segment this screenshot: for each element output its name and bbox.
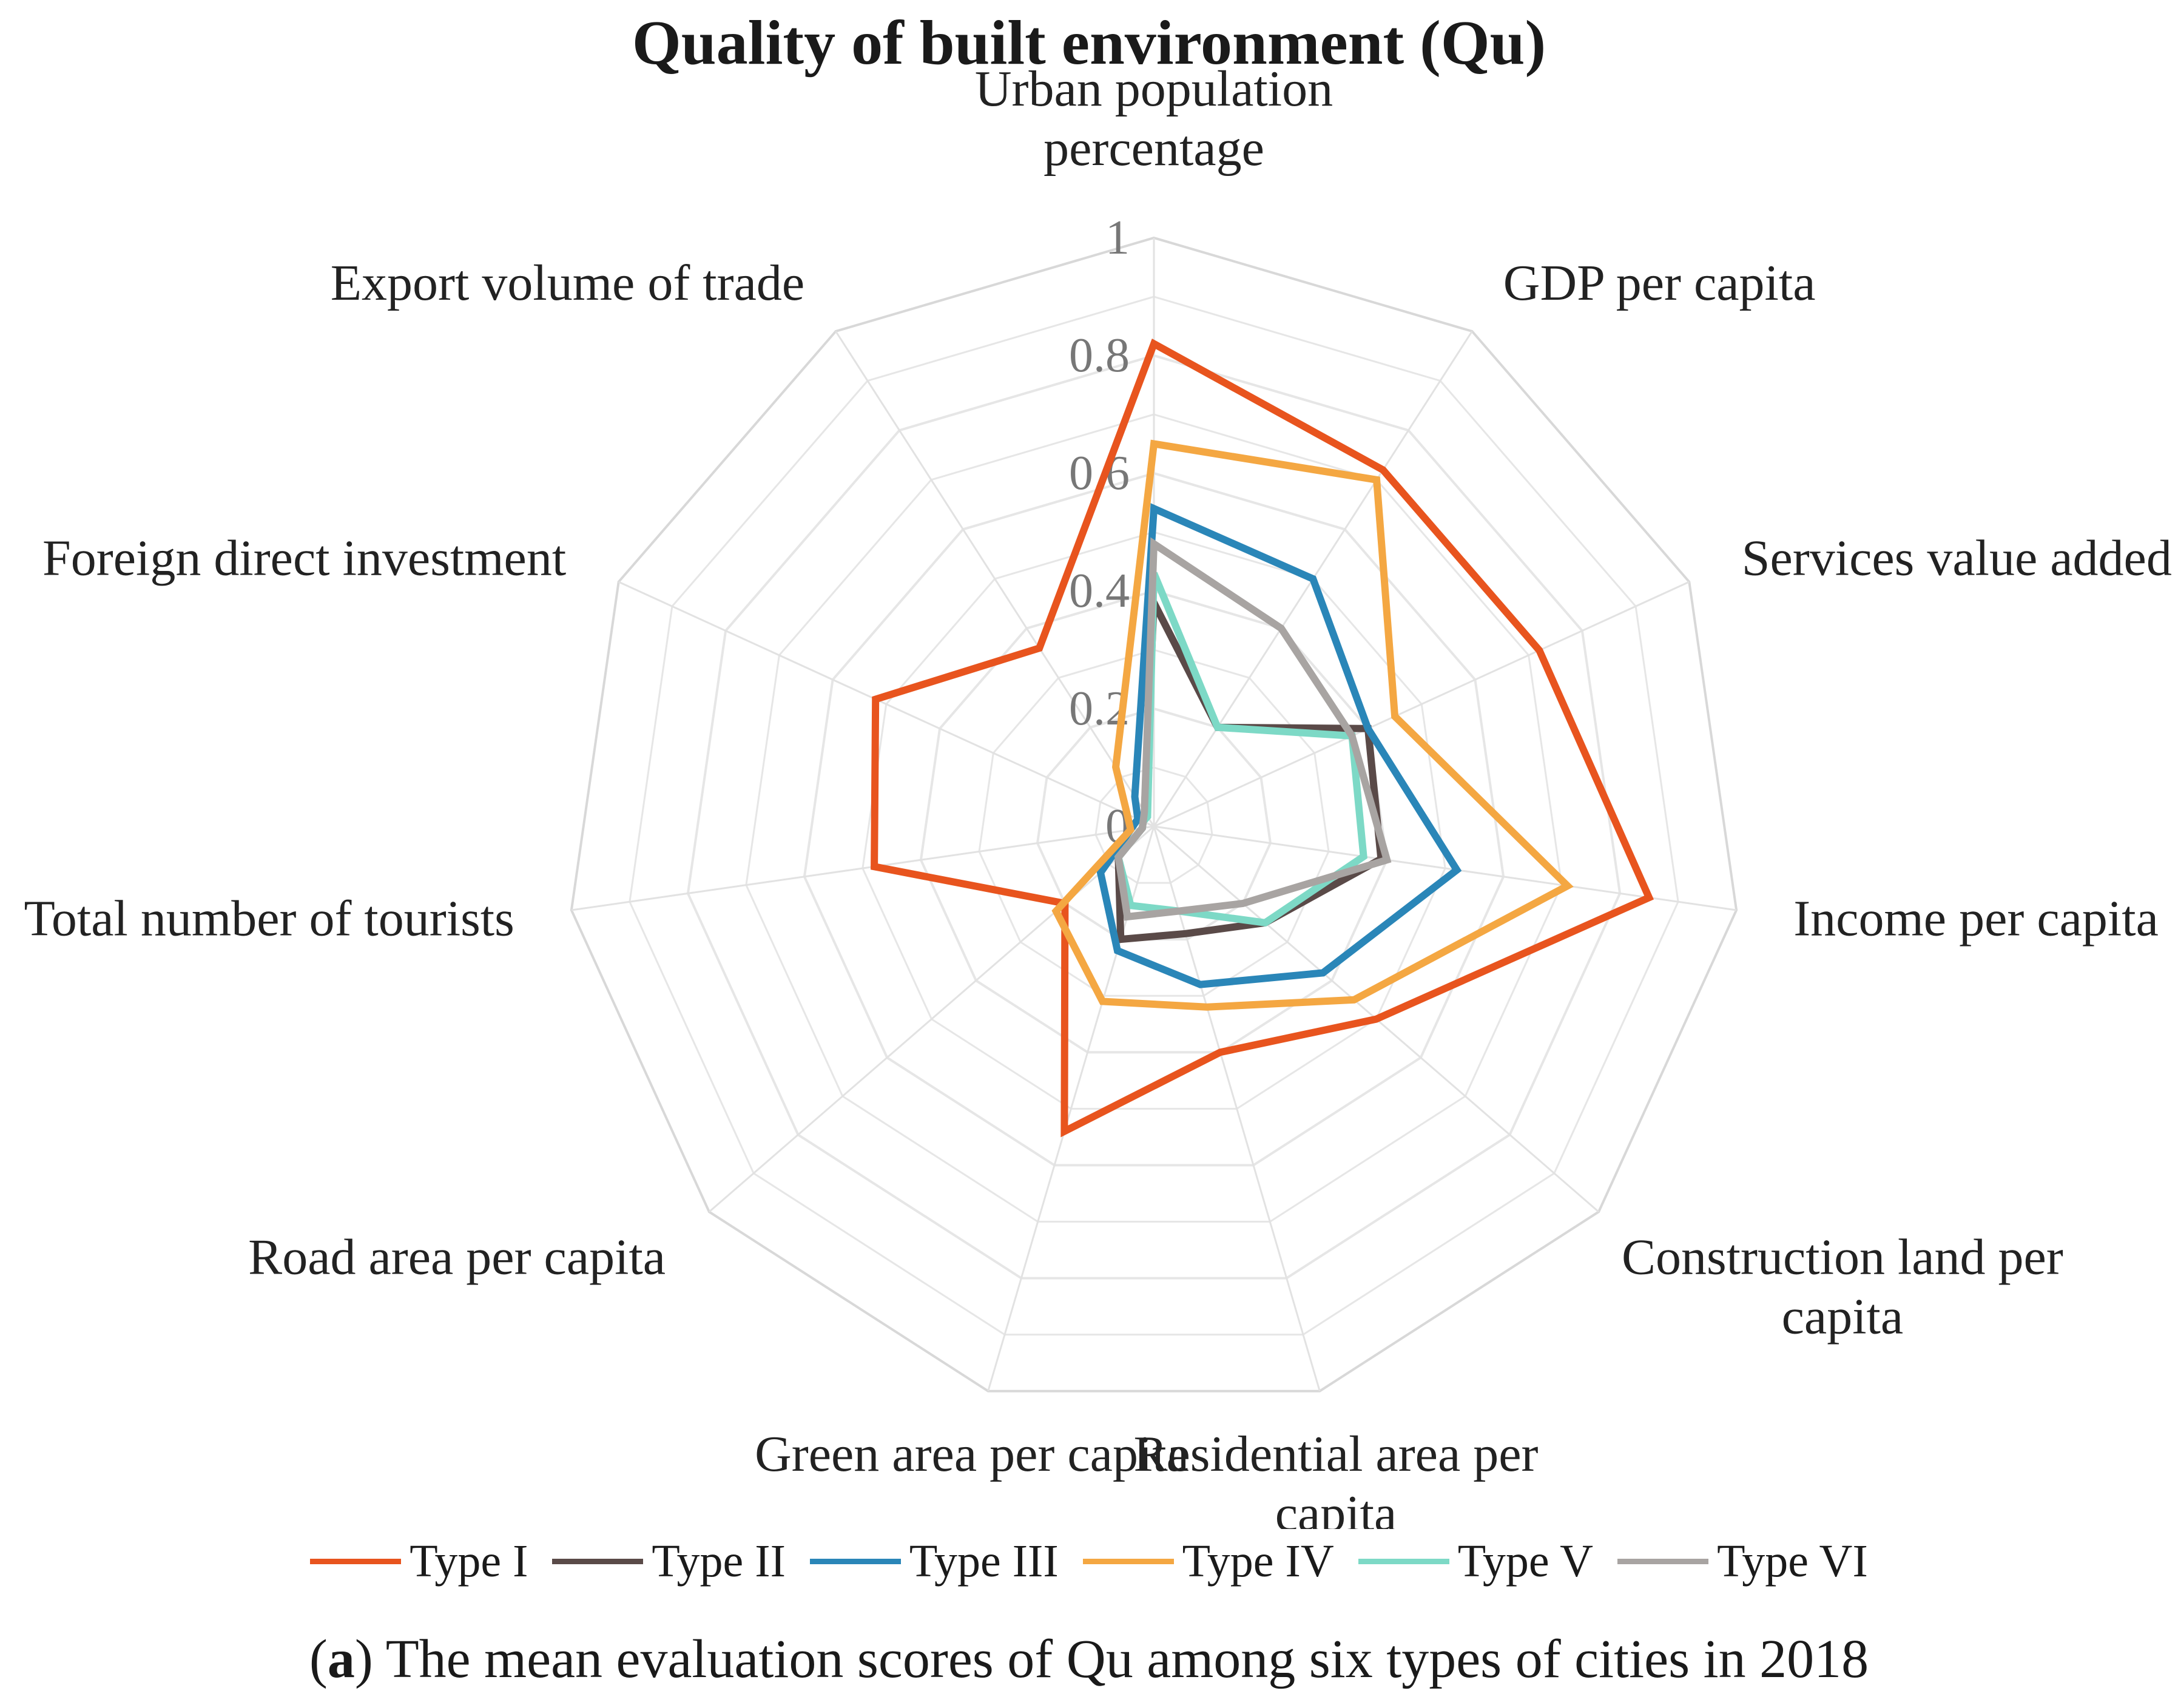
series-type-vi bbox=[1114, 537, 1392, 921]
axis-label: Export volume of trade bbox=[331, 255, 804, 311]
axis-label-line: Construction land per bbox=[1622, 1229, 2063, 1285]
axis-label-line: Foreign direct investment bbox=[42, 530, 566, 587]
radar-grid bbox=[570, 236, 1738, 1392]
axis-label-line: Green area per capita bbox=[755, 1426, 1189, 1482]
legend-swatch bbox=[1617, 1559, 1709, 1564]
grid-spoke bbox=[571, 825, 1155, 911]
axis-label: Services value added bbox=[1742, 530, 2172, 587]
axis-label: Foreign direct investment bbox=[42, 530, 566, 587]
legend-item: Type VI bbox=[1617, 1535, 1868, 1588]
grid-ring bbox=[686, 354, 1622, 1280]
axis-label-line: Residential area per bbox=[1134, 1426, 1539, 1482]
axis-label-line: capita bbox=[1275, 1485, 1397, 1529]
legend-item: Type IV bbox=[1082, 1535, 1334, 1588]
grid-spoke bbox=[1153, 826, 1321, 1392]
tick-label: 0.4 bbox=[1069, 564, 1130, 618]
legend-label: Type III bbox=[909, 1536, 1059, 1587]
series-type-i bbox=[871, 339, 1654, 1138]
grid-spoke bbox=[835, 331, 1155, 827]
axis-label: Residential area per capita bbox=[1134, 1426, 1539, 1529]
axis-label-line: percentage bbox=[1043, 120, 1264, 177]
legend-swatch bbox=[310, 1559, 402, 1564]
grid-ring bbox=[919, 589, 1389, 1054]
legend-item: Type I bbox=[310, 1535, 528, 1588]
grid-ring bbox=[803, 471, 1505, 1167]
axis-label: Urban population percentage bbox=[975, 61, 1333, 177]
figure-caption: (a) The mean evaluation scores of Qu amo… bbox=[0, 1626, 2178, 1693]
legend-item: Type V bbox=[1358, 1535, 1593, 1588]
grid-spoke bbox=[1153, 581, 1690, 828]
axis-label: Green area per capita bbox=[755, 1426, 1189, 1482]
axis-label: Total number of tourists bbox=[24, 891, 514, 947]
axis-label: Construction land per capita bbox=[1622, 1229, 2063, 1345]
legend-item: Type III bbox=[809, 1535, 1059, 1588]
grid-ring bbox=[861, 531, 1446, 1110]
legend-swatch bbox=[1082, 1559, 1174, 1564]
grid-spoke bbox=[618, 581, 1155, 828]
series-type-iii bbox=[1096, 503, 1462, 988]
grid-ring bbox=[629, 295, 1679, 1336]
axis-label-line: Services value added bbox=[1742, 530, 2172, 587]
legend-label: Type V bbox=[1457, 1536, 1594, 1587]
legend: Type I Type II Type III Type IV Type V Type V… bbox=[0, 1535, 2178, 1588]
legend-label: Type VI bbox=[1717, 1536, 1868, 1587]
legend-swatch bbox=[552, 1559, 644, 1564]
tick-label: 0.8 bbox=[1069, 329, 1130, 382]
legend-swatch bbox=[809, 1559, 901, 1564]
axis-label-line: Road area per capita bbox=[248, 1229, 666, 1285]
grid-ring bbox=[1094, 766, 1213, 884]
grid-ring bbox=[745, 413, 1563, 1223]
tick-label: 1 bbox=[1105, 211, 1130, 265]
data-series bbox=[871, 339, 1654, 1138]
series-type-iv bbox=[1051, 439, 1574, 1011]
axis-label-line: Income per capita bbox=[1793, 891, 2159, 947]
caption-letter: a bbox=[327, 1629, 355, 1689]
caption-text: ) The mean evaluation scores of Qu among… bbox=[354, 1629, 1869, 1689]
legend-label: Type II bbox=[652, 1536, 786, 1587]
caption-open: ( bbox=[309, 1629, 328, 1689]
axis-label-line: Export volume of trade bbox=[331, 255, 804, 311]
axis-label-line: capita bbox=[1782, 1288, 1904, 1345]
legend-item: Type II bbox=[552, 1535, 786, 1588]
legend-label: Type I bbox=[410, 1536, 528, 1587]
legend-label: Type IV bbox=[1182, 1536, 1334, 1587]
axis-label: GDP per capita bbox=[1503, 255, 1816, 311]
chart-title: Quality of built environment (Qu) bbox=[632, 8, 1546, 78]
legend-swatch bbox=[1358, 1559, 1449, 1564]
axis-label: Road area per capita bbox=[248, 1229, 666, 1285]
axis-label-line: Total number of tourists bbox=[24, 891, 514, 947]
axis-label-line: GDP per capita bbox=[1503, 255, 1816, 311]
axis-labels: Urban population percentage GDP per capita… bbox=[24, 61, 2171, 1529]
grid-ring bbox=[570, 236, 1738, 1392]
radar-chart: 00.20.40.60.81 Urban population percentag… bbox=[24, 61, 2171, 1529]
axis-label: Income per capita bbox=[1793, 891, 2159, 947]
grid-spoke bbox=[1153, 825, 1737, 911]
grid-ring bbox=[978, 649, 1330, 997]
axis-label-line: Urban population bbox=[975, 61, 1333, 117]
